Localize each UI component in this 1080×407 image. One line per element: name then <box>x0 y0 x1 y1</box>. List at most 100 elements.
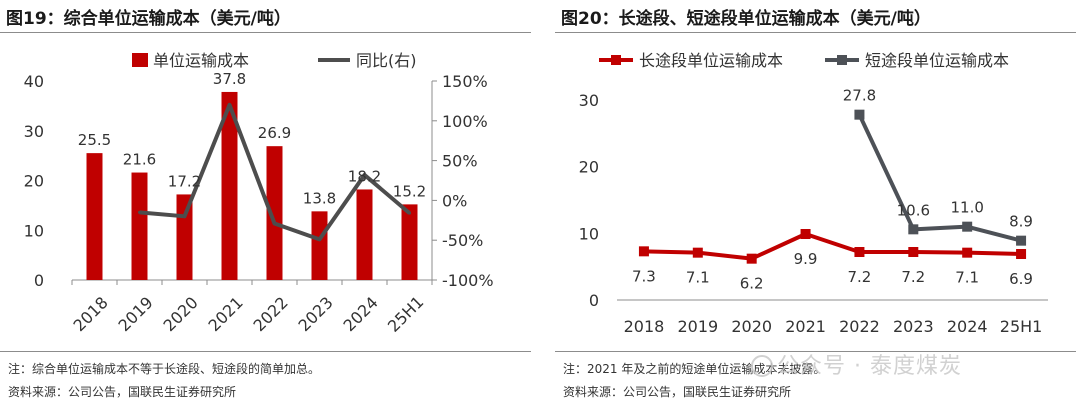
x-tick-label: 2018 <box>69 293 111 335</box>
legend-marker-short-haul <box>837 55 847 65</box>
bar-data-label: 25.5 <box>78 131 111 149</box>
y-tick-label: 20 <box>24 172 44 191</box>
long-haul-data-label: 6.9 <box>1009 270 1033 288</box>
short-haul-marker <box>854 109 865 120</box>
bar <box>86 153 103 280</box>
bar <box>221 91 238 280</box>
x-tick-label: 2023 <box>294 293 336 335</box>
yoy-point <box>408 211 411 215</box>
x-tick-label: 25H1 <box>384 292 428 336</box>
yoy-point <box>363 173 366 177</box>
bar-data-label: 21.6 <box>123 151 156 169</box>
y-tick-label: 0 <box>589 291 599 310</box>
y2-tick-label: 100% <box>442 112 488 131</box>
x-tick-label: 25H1 <box>1000 317 1043 336</box>
yoy-point <box>138 210 141 214</box>
y-tick-label: 30 <box>24 122 44 141</box>
bar <box>401 204 418 280</box>
x-tick-label: 2022 <box>249 293 291 335</box>
long-haul-marker <box>908 247 919 257</box>
x-tick-label: 2019 <box>114 293 156 335</box>
y2-tick-label: 150% <box>442 72 488 91</box>
footer-rule-right <box>555 351 1076 352</box>
long-haul-marker <box>800 229 811 239</box>
chart-source-left: 资料来源：公司公告，国联民生证券研究所 <box>8 385 237 399</box>
bar-data-label: 13.8 <box>303 189 336 207</box>
y2-tick-label: 0% <box>442 191 467 210</box>
short-haul-data-label: 27.8 <box>843 87 876 105</box>
chart-title-right: 图20：长途段、短途段单位运输成本（美元/吨） <box>561 9 931 29</box>
series-line-long-haul <box>643 232 1022 261</box>
title-rule-left <box>0 32 531 33</box>
title-rule-right <box>555 32 1076 33</box>
bar <box>311 211 328 280</box>
chart-title-left: 图19：综合单位运输成本（美元/吨） <box>6 9 291 29</box>
yoy-point <box>273 221 276 225</box>
long-haul-data-label: 6.2 <box>740 275 764 293</box>
short-haul-data-label: 11.0 <box>950 199 983 217</box>
long-haul-data-label: 7.1 <box>955 269 979 287</box>
long-haul-marker <box>692 247 703 258</box>
long-haul-data-label: 7.3 <box>632 267 656 285</box>
long-haul-marker <box>854 247 865 257</box>
long-haul-data-label: 7.2 <box>901 268 925 286</box>
x-tick-label: 2024 <box>339 293 381 335</box>
long-haul-data-label: 9.9 <box>794 250 818 268</box>
x-tick-label: 2019 <box>677 317 718 336</box>
series-line-short-haul <box>857 113 1022 243</box>
short-haul-marker <box>908 224 919 235</box>
short-haul-data-label: 10.6 <box>897 201 930 219</box>
y-tick-label: 0 <box>34 271 44 290</box>
short-haul-marker <box>1016 235 1027 246</box>
x-tick-label: 2023 <box>893 317 934 336</box>
long-haul-marker <box>1016 249 1027 259</box>
bar-data-label: 37.8 <box>213 70 246 88</box>
chart-panel-right: 图20：长途段、短途段单位运输成本（美元/吨） 0 10 20 30 2018 2019 2… <box>555 0 1080 407</box>
yoy-point <box>183 214 186 218</box>
short-haul-data-label: 8.9 <box>1009 213 1033 231</box>
chart-note-left: 注：综合单位运输成本不等于长途段、短途段的简单加总。 <box>8 362 321 376</box>
y-tick-label: 20 <box>579 158 599 177</box>
y-tick-label: 30 <box>579 91 599 110</box>
chart-panel-left: 图19：综合单位运输成本（美元/吨） 0 10 20 30 40 -100% -50% 0% 5… <box>0 0 535 407</box>
wechat-icon <box>751 355 773 377</box>
y2-tick-label: -100% <box>442 271 494 290</box>
x-tick-label: 2020 <box>159 293 201 335</box>
long-haul-marker <box>962 247 973 258</box>
short-haul-marker <box>962 221 973 232</box>
yoy-point <box>228 103 231 107</box>
x-tick-label: 2018 <box>624 317 665 336</box>
watermark-text: 公众号 · 泰度煤炭 <box>777 354 962 379</box>
footer-rule-left <box>0 351 531 352</box>
legend-label-line: 同比(右) <box>356 51 417 70</box>
bar <box>356 189 373 280</box>
legend-marker-long-haul <box>611 55 621 65</box>
y2-tick-label: -50% <box>442 231 483 250</box>
bar <box>266 146 283 280</box>
y-tick-label: 40 <box>24 72 44 91</box>
watermark: 公众号 · 泰度煤炭 <box>751 348 962 380</box>
chart-source-right: 资料来源：公司公告，国联民生证券研究所 <box>563 385 792 399</box>
x-tick-label: 2021 <box>204 293 246 335</box>
y2-tick-label: 50% <box>442 152 478 171</box>
chart-right-svg: 0 10 20 30 2018 2019 2020 2021 2022 2023 2024 25H1 7… <box>579 51 1048 336</box>
x-tick-label: 2021 <box>785 317 826 336</box>
legend-label-bar: 单位运输成本 <box>153 51 249 70</box>
long-haul-marker <box>638 246 649 257</box>
long-haul-data-label: 7.2 <box>848 268 872 286</box>
bar <box>131 172 148 280</box>
legend-label-long-haul: 长途段单位运输成本 <box>639 51 783 70</box>
x-tick-label: 2020 <box>731 317 772 336</box>
y-tick-label: 10 <box>579 224 599 243</box>
bar-data-label: 26.9 <box>258 124 291 142</box>
bar-data-label: 18.2 <box>348 167 381 185</box>
bar-data-label: 15.2 <box>393 182 426 200</box>
legend-swatch-bar <box>132 53 148 67</box>
bar-data-label: 17.2 <box>168 172 201 190</box>
legend-label-short-haul: 短途段单位运输成本 <box>865 51 1009 70</box>
long-haul-marker <box>746 253 757 264</box>
x-tick-label: 2022 <box>839 317 880 336</box>
x-tick-label: 2024 <box>947 317 988 336</box>
y-tick-label: 10 <box>24 221 44 240</box>
